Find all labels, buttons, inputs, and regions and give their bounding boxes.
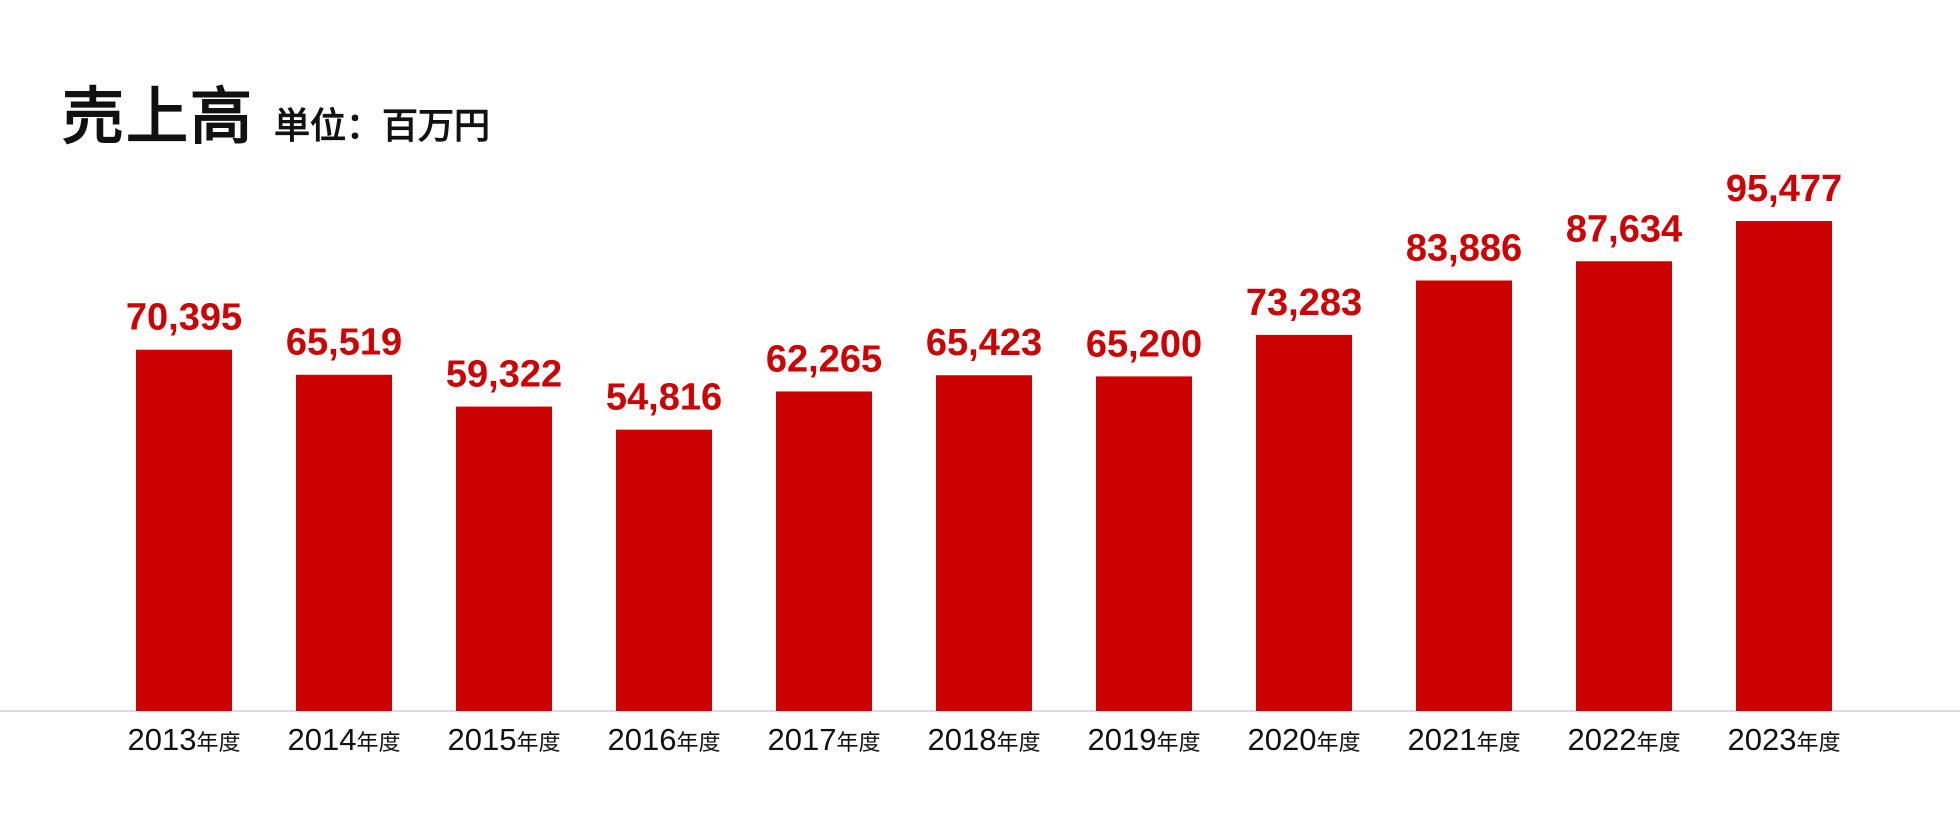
bar-2020 [1256,334,1352,711]
bar-2023 [1736,221,1832,711]
value-label-2021: 83,886 [1406,227,1522,269]
x-tick-label-2022: 2022年度 [1568,722,1681,757]
x-tick-label-2020: 2020年度 [1248,722,1361,757]
value-label-2014: 65,519 [286,322,402,364]
bar-2018 [936,375,1032,711]
value-labels-group: 70,395 65,519 59,322 54,816 62,265 65,423 65,2… [126,168,1842,419]
x-tick-suffix: 年度 [1476,731,1520,756]
x-tick-suffix: 年度 [1636,731,1680,756]
x-tick-label-2017: 2017年度 [768,722,881,757]
bar-2016 [616,429,712,711]
x-tick-suffix: 年度 [676,731,720,756]
value-label-2016: 54,816 [606,377,722,419]
value-label-2023: 95,477 [1726,168,1842,210]
x-tick-suffix: 年度 [836,731,880,756]
value-label-2020: 73,283 [1246,282,1362,324]
x-tick-label-2015: 2015年度 [448,722,561,757]
x-tick-suffix: 年度 [1316,731,1360,756]
x-tick-label-2018: 2018年度 [928,722,1041,757]
x-tick-label-2023: 2023年度 [1728,722,1841,757]
x-tick-label-2019: 2019年度 [1088,722,1201,757]
x-tick-label-2021: 2021年度 [1408,722,1521,757]
x-tick-suffix: 年度 [1156,731,1200,756]
x-tick-suffix: 年度 [196,731,240,756]
bar-2022 [1576,261,1672,711]
value-label-2019: 65,200 [1086,323,1202,365]
value-label-2022: 87,634 [1566,208,1682,250]
x-tick-suffix: 年度 [996,731,1040,756]
bar-2021 [1416,280,1512,711]
value-label-2018: 65,423 [926,322,1042,364]
chart-header: 売上高 単位：百万円 [62,66,490,156]
bar-2013 [136,349,232,711]
x-tick-label-2014: 2014年度 [288,722,401,757]
chart-title: 売上高 [62,80,255,153]
bar-2019 [1096,376,1192,711]
x-tick-label-2016: 2016年度 [608,722,721,757]
bar-2017 [776,391,872,711]
x-tick-labels-group: 2013年度 2014年度 2015年度 2016年度 2017年度 2018年度 2019… [128,722,1841,757]
value-label-2013: 70,395 [126,297,242,339]
chart-unit-label: 単位：百万円 [274,106,491,147]
value-label-2015: 59,322 [446,354,562,396]
x-tick-suffix: 年度 [1796,731,1840,756]
x-tick-suffix: 年度 [516,731,560,756]
bar-2014 [296,374,392,711]
value-label-2017: 62,265 [766,338,882,380]
bars-group [136,221,1832,711]
bar-2015 [456,406,552,711]
x-tick-label-2013: 2013年度 [128,722,241,757]
x-tick-suffix: 年度 [356,731,400,756]
